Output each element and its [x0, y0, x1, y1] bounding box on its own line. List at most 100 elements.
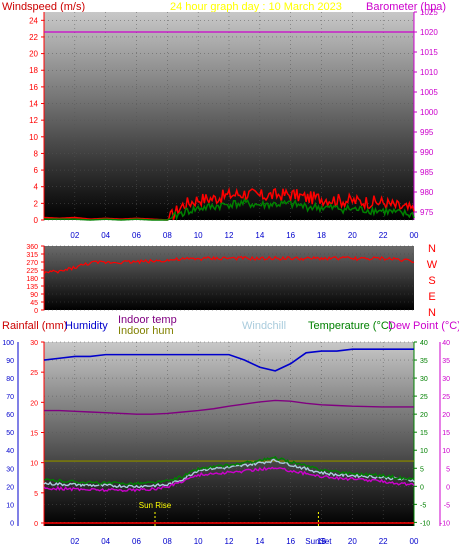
dir-tick-label-2: 90: [30, 292, 38, 299]
wind-tick-label-1: 2: [34, 199, 39, 208]
bottom-x-tick-5: 12: [225, 537, 234, 546]
indoor-temp-series-line: [44, 399, 414, 415]
bottom-x-tick-10: 22: [379, 537, 388, 546]
hum-tick-label-10: 100: [2, 340, 14, 347]
barometer-axis-title: Barometer (hpa): [366, 1, 447, 13]
wind-tick-label-5: 10: [29, 133, 38, 142]
compass-label-w-1: W: [427, 259, 438, 271]
bottom-x-tick-6: 14: [255, 537, 264, 546]
temp-tick-label-0: -10: [420, 520, 430, 527]
bottom-x-tick-7: 16: [286, 537, 295, 546]
wind-tick-label-3: 6: [34, 166, 39, 175]
baro-tick-label-5: 1000: [420, 108, 438, 117]
temp-tick-label-3: 5: [420, 466, 424, 473]
rain-tick-label-2: 10: [30, 461, 38, 468]
hum-tick-label-8: 80: [6, 376, 14, 383]
bottom-x-tick-11: 00: [410, 537, 419, 546]
compass-label-n-4: N: [428, 307, 436, 319]
temp-tick-label-10: 40: [420, 340, 428, 347]
hum-tick-label-1: 10: [6, 502, 14, 509]
dew-tick-label-9: 35: [442, 358, 450, 365]
wind-x-tick-7: 16: [286, 231, 295, 240]
temperature-series-line: [43, 455, 415, 486]
wind-x-tick-2: 06: [132, 231, 141, 240]
temp-tick-label-4: 10: [420, 448, 428, 455]
wind-x-tick-11: 00: [410, 231, 419, 240]
wind-tick-label-9: 18: [29, 66, 38, 75]
sun-rise-label: Sun Rise: [139, 501, 172, 510]
dew-tick-label-0: -10: [440, 520, 450, 527]
rain-tick-label-5: 25: [30, 370, 38, 377]
dewpoint-axis-title: Dew Point (°C): [388, 320, 459, 332]
dew-tick-label-10: 40: [442, 340, 450, 347]
wind-tick-label-10: 20: [29, 50, 38, 59]
wind-tick-label-12: 24: [29, 16, 38, 25]
baro-tick-label-7: 1010: [420, 68, 438, 77]
humidity-axis-title: Humidity: [65, 320, 108, 332]
hum-tick-label-6: 60: [6, 412, 14, 419]
rain-tick-label-4: 20: [30, 400, 38, 407]
dew-tick-label-3: 5: [446, 466, 450, 473]
dew-tick-label-7: 25: [442, 394, 450, 401]
wind-tick-label-6: 12: [29, 116, 38, 125]
wind-x-tick-0: 02: [70, 231, 79, 240]
bottom-x-tick-1: 04: [101, 537, 110, 546]
hum-tick-label-9: 90: [6, 358, 14, 365]
baro-tick-label-1: 980: [420, 188, 434, 197]
hum-tick-label-3: 30: [6, 466, 14, 473]
bottom-x-tick-0: 02: [70, 537, 79, 546]
rain-tick-label-1: 5: [34, 491, 38, 498]
indoor-hum-label: Indoor hum: [118, 325, 174, 337]
wind-x-tick-5: 12: [225, 231, 234, 240]
wind-tick-label-4: 8: [34, 149, 39, 158]
bottom-x-tick-3: 08: [163, 537, 172, 546]
dew-tick-label-8: 30: [442, 376, 450, 383]
baro-tick-label-0: 975: [420, 208, 434, 217]
temp-tick-label-8: 30: [420, 376, 428, 383]
bottom-x-tick-4: 10: [194, 537, 203, 546]
rain-tick-label-0: 0: [34, 521, 38, 528]
wind-x-tick-4: 10: [194, 231, 203, 240]
bottom-x-tick-2: 06: [132, 537, 141, 546]
dir-tick-label-6: 270: [26, 260, 38, 267]
indoor-temp-label: Indoor temp: [118, 314, 177, 326]
wind-tick-label-11: 22: [29, 33, 38, 42]
rain-tick-label-3: 15: [30, 430, 38, 437]
rainfall-axis-title: Rainfall (mm): [2, 320, 68, 332]
compass-label-e-3: E: [428, 291, 435, 303]
windchill-series-line: [43, 458, 415, 489]
dir-tick-label-1: 45: [30, 300, 38, 307]
baro-tick-label-3: 990: [420, 148, 434, 157]
bottom-x-tick-9: 20: [348, 537, 357, 546]
temp-tick-label-1: -5: [420, 502, 426, 509]
dir-tick-label-8: 360: [26, 244, 38, 251]
wind-tick-label-7: 14: [29, 100, 38, 109]
wind-direction-series-line: [43, 255, 415, 275]
wind-tick-label-2: 4: [34, 183, 39, 192]
dew-tick-label-1: -5: [444, 502, 450, 509]
rain-tick-label-6: 30: [30, 340, 38, 347]
wind-x-tick-1: 04: [101, 231, 110, 240]
wind-x-tick-3: 08: [163, 231, 172, 240]
humidity-series-line: [43, 348, 414, 372]
baro-tick-label-4: 995: [420, 128, 434, 137]
wind-x-tick-6: 14: [255, 231, 264, 240]
hum-tick-label-2: 20: [6, 484, 14, 491]
compass-label-s-2: S: [428, 275, 435, 287]
dir-tick-label-7: 315: [26, 252, 38, 259]
temp-tick-label-2: 0: [420, 484, 424, 491]
dew-tick-label-2: 0: [446, 484, 450, 491]
chart-title: 24 hour graph day : 10 March 2023: [170, 1, 342, 13]
wind-series-line: [44, 197, 415, 221]
temp-tick-label-6: 20: [420, 412, 428, 419]
dew-tick-label-5: 15: [442, 430, 450, 437]
dew-tick-label-4: 10: [442, 448, 450, 455]
wind-x-tick-8: 18: [317, 231, 326, 240]
baro-tick-label-9: 1020: [420, 28, 438, 37]
hum-tick-label-5: 50: [6, 430, 14, 437]
dew-point-series-line: [43, 466, 415, 493]
baro-tick-label-10: 1025: [420, 8, 438, 17]
baro-tick-label-6: 1005: [420, 88, 438, 97]
